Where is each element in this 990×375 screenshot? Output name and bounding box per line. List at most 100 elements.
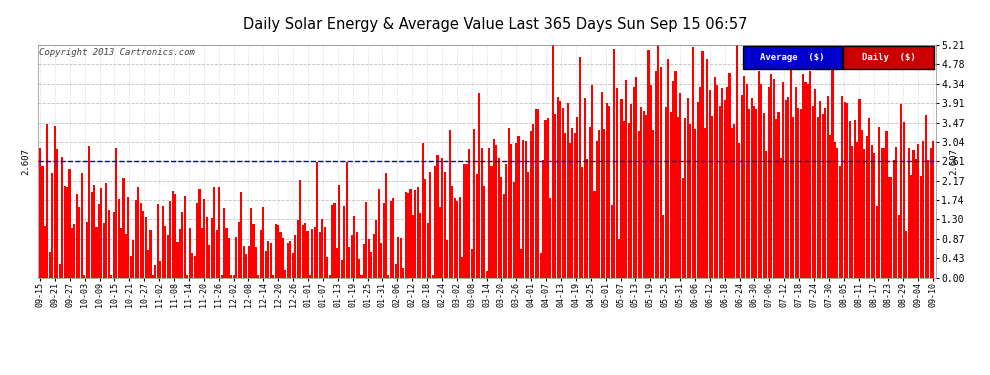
Bar <box>422 143 424 278</box>
Bar <box>483 186 485 278</box>
Bar <box>350 235 352 278</box>
Bar <box>108 210 110 278</box>
Bar <box>633 87 635 278</box>
Bar <box>466 165 468 278</box>
Bar <box>113 212 115 278</box>
Bar <box>304 223 306 278</box>
Bar <box>518 136 520 278</box>
Bar <box>495 144 497 278</box>
Bar <box>508 128 510 278</box>
Bar <box>105 183 107 278</box>
Bar <box>802 74 804 278</box>
Bar <box>51 173 53 278</box>
Bar <box>226 228 228 278</box>
Bar <box>208 244 211 278</box>
Bar <box>169 201 171 278</box>
Text: Daily  ($): Daily ($) <box>861 53 916 62</box>
Bar <box>767 87 770 278</box>
Bar <box>554 114 556 278</box>
Bar <box>603 129 606 278</box>
Bar <box>613 49 615 278</box>
Bar <box>760 84 762 278</box>
Bar <box>641 108 643 278</box>
Bar <box>900 104 902 278</box>
Bar <box>837 148 839 278</box>
Bar <box>885 130 887 278</box>
Bar <box>868 118 870 278</box>
Bar <box>873 153 875 278</box>
Bar <box>42 166 44 278</box>
Bar <box>98 204 100 278</box>
Bar <box>130 256 132 278</box>
Bar <box>903 122 905 278</box>
Bar <box>400 238 402 278</box>
Bar <box>777 112 779 278</box>
Bar <box>370 252 372 278</box>
Bar <box>664 106 666 278</box>
Bar <box>284 270 286 278</box>
Bar <box>561 108 563 278</box>
Text: Average  ($): Average ($) <box>759 53 825 62</box>
Bar <box>147 250 149 278</box>
Bar <box>375 220 377 278</box>
Bar <box>420 213 422 278</box>
Text: Copyright 2013 Cartronics.com: Copyright 2013 Cartronics.com <box>40 48 195 57</box>
Bar <box>775 119 777 278</box>
Bar <box>589 127 591 278</box>
Bar <box>638 131 640 278</box>
Bar <box>895 147 897 278</box>
Bar <box>731 128 733 278</box>
Bar <box>179 229 181 278</box>
Bar <box>716 84 718 278</box>
Bar <box>544 120 546 278</box>
Bar <box>47 124 49 278</box>
Bar <box>918 144 920 278</box>
Bar <box>785 100 787 278</box>
Bar <box>262 207 264 278</box>
Bar <box>424 179 427 278</box>
Bar <box>631 104 633 278</box>
Bar <box>363 244 365 278</box>
Bar <box>662 215 664 278</box>
Bar <box>246 254 248 278</box>
Bar <box>643 111 644 278</box>
Bar <box>586 159 588 278</box>
Bar <box>546 118 549 278</box>
Bar <box>444 172 446 278</box>
Bar <box>596 141 598 278</box>
Bar <box>626 80 628 278</box>
Bar <box>161 207 163 278</box>
Bar <box>138 186 140 278</box>
Bar <box>679 93 681 278</box>
Bar <box>223 208 225 278</box>
Text: 2.607: 2.607 <box>21 148 31 175</box>
Bar <box>307 231 309 278</box>
Bar <box>863 149 865 278</box>
Bar <box>551 45 553 278</box>
Bar <box>846 103 848 278</box>
Bar <box>473 129 475 278</box>
Bar <box>392 198 394 278</box>
Bar <box>156 204 158 278</box>
Bar <box>236 237 238 278</box>
Bar <box>780 158 782 278</box>
Bar <box>348 247 350 278</box>
Bar <box>86 222 88 278</box>
Bar <box>839 166 841 278</box>
Bar <box>569 143 571 278</box>
Bar <box>824 108 827 278</box>
Bar <box>851 146 853 278</box>
Bar <box>49 252 50 278</box>
Bar <box>815 89 817 278</box>
Bar <box>726 87 728 278</box>
Bar <box>189 228 191 278</box>
Bar <box>427 223 429 278</box>
Bar <box>302 225 304 278</box>
Bar <box>719 106 721 278</box>
Bar <box>928 160 930 278</box>
Bar <box>248 246 249 278</box>
Bar <box>274 224 276 278</box>
Bar <box>694 129 696 278</box>
Bar <box>770 74 772 278</box>
Bar <box>654 71 657 278</box>
